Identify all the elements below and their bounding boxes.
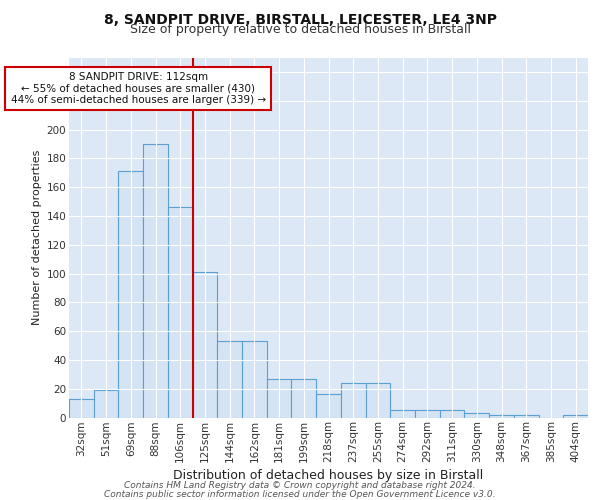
Bar	[415, 410, 440, 418]
Text: 8 SANDPIT DRIVE: 112sqm
← 55% of detached houses are smaller (430)
44% of semi-d: 8 SANDPIT DRIVE: 112sqm ← 55% of detache…	[11, 72, 266, 105]
X-axis label: Distribution of detached houses by size in Birstall: Distribution of detached houses by size …	[173, 470, 484, 482]
Text: Contains public sector information licensed under the Open Government Licence v3: Contains public sector information licen…	[104, 490, 496, 499]
Bar	[143, 144, 168, 417]
Bar	[489, 414, 514, 418]
Bar	[390, 410, 415, 418]
Bar	[514, 414, 539, 418]
Bar	[464, 413, 489, 418]
Bar	[168, 208, 193, 418]
Bar	[193, 272, 217, 418]
Y-axis label: Number of detached properties: Number of detached properties	[32, 150, 43, 325]
Bar	[316, 394, 341, 417]
Bar	[242, 341, 267, 417]
Bar	[563, 414, 588, 418]
Text: Size of property relative to detached houses in Birstall: Size of property relative to detached ho…	[130, 22, 470, 36]
Bar	[440, 410, 464, 418]
Bar	[94, 390, 118, 417]
Bar	[118, 172, 143, 418]
Bar	[341, 383, 365, 418]
Bar	[365, 383, 390, 418]
Bar	[292, 378, 316, 418]
Text: 8, SANDPIT DRIVE, BIRSTALL, LEICESTER, LE4 3NP: 8, SANDPIT DRIVE, BIRSTALL, LEICESTER, L…	[104, 12, 497, 26]
Bar	[69, 399, 94, 417]
Bar	[267, 378, 292, 418]
Bar	[217, 341, 242, 417]
Text: Contains HM Land Registry data © Crown copyright and database right 2024.: Contains HM Land Registry data © Crown c…	[124, 481, 476, 490]
